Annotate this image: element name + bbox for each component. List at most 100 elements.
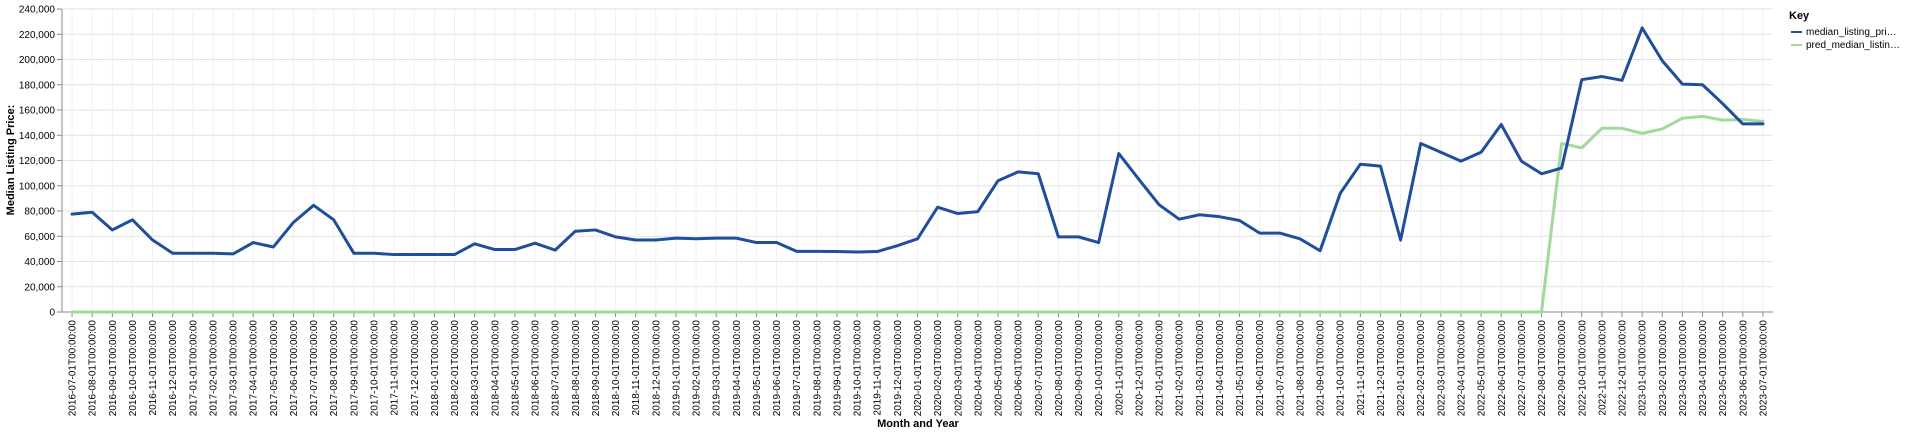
y-axis-title: Median Listing Price: — [5, 105, 17, 216]
x-tick-label: 2017-03-01T00:00:00 — [229, 320, 240, 417]
x-tick-label: 2019-06-01T00:00:00 — [772, 320, 783, 417]
x-tick-label: 2023-05-01T00:00:00 — [1718, 320, 1729, 417]
x-tick-label: 2017-12-01T00:00:00 — [410, 320, 421, 417]
x-tick-label: 2017-05-01T00:00:00 — [269, 320, 280, 417]
x-tick-label: 2018-08-01T00:00:00 — [571, 320, 582, 417]
x-tick-label: 2016-11-01T00:00:00 — [148, 320, 159, 416]
x-tick-label: 2016-07-01T00:00:00 — [68, 320, 79, 417]
x-tick-label: 2020-02-01T00:00:00 — [933, 320, 944, 417]
x-tick-label: 2017-04-01T00:00:00 — [249, 320, 260, 417]
x-tick-label: 2023-01-01T00:00:00 — [1638, 320, 1649, 417]
x-tick-label: 2020-04-01T00:00:00 — [973, 320, 984, 417]
x-tick-label: 2022-01-01T00:00:00 — [1396, 320, 1407, 417]
x-tick-label: 2019-10-01T00:00:00 — [853, 320, 864, 417]
x-tick-label: 2018-07-01T00:00:00 — [551, 320, 562, 417]
x-tick-label: 2023-06-01T00:00:00 — [1738, 320, 1749, 417]
y-tick-label: 60,000 — [24, 232, 55, 243]
x-tick-label: 2022-11-01T00:00:00 — [1597, 320, 1608, 416]
y-tick-label: 20,000 — [24, 282, 55, 293]
x-tick-label: 2018-12-01T00:00:00 — [651, 320, 662, 417]
y-tick-label: 40,000 — [24, 257, 55, 268]
x-tick-label: 2017-11-01T00:00:00 — [390, 320, 401, 416]
x-tick-label: 2020-01-01T00:00:00 — [913, 320, 924, 417]
y-tick-label: 140,000 — [19, 131, 56, 142]
y-tick-label: 80,000 — [24, 207, 55, 218]
x-tick-label: 2023-03-01T00:00:00 — [1678, 320, 1689, 417]
x-tick-label: 2017-09-01T00:00:00 — [349, 320, 360, 417]
x-tick-label: 2021-01-01T00:00:00 — [1155, 320, 1166, 417]
legend-label: median_listing_pri… — [1806, 27, 1897, 38]
x-tick-label: 2020-10-01T00:00:00 — [1094, 320, 1105, 417]
x-tick-label: 2022-10-01T00:00:00 — [1577, 320, 1588, 417]
x-tick-label: 2022-06-01T00:00:00 — [1497, 320, 1508, 417]
x-tick-label: 2020-03-01T00:00:00 — [953, 320, 964, 417]
x-tick-label: 2021-02-01T00:00:00 — [1175, 320, 1186, 417]
x-tick-label: 2019-05-01T00:00:00 — [752, 320, 763, 417]
x-tick-label: 2022-04-01T00:00:00 — [1456, 320, 1467, 417]
x-tick-label: 2018-09-01T00:00:00 — [591, 320, 602, 417]
x-tick-label: 2021-11-01T00:00:00 — [1356, 320, 1367, 416]
y-tick-label: 100,000 — [19, 181, 56, 192]
x-axis: 2016-07-01T00:00:00 2016-08-01T00:00:00 20… — [62, 311, 1773, 417]
x-tick-label: 2022-02-01T00:00:00 — [1416, 320, 1427, 417]
x-tick-label: 2016-12-01T00:00:00 — [168, 320, 179, 417]
x-tick-label: 2020-07-01T00:00:00 — [1034, 320, 1045, 417]
y-tick-label: 160,000 — [19, 106, 56, 117]
x-tick-label: 2019-08-01T00:00:00 — [812, 320, 823, 417]
x-tick-label: 2019-02-01T00:00:00 — [692, 320, 703, 417]
x-tick-label: 2017-06-01T00:00:00 — [289, 320, 300, 417]
x-tick-label: 2018-04-01T00:00:00 — [490, 320, 501, 417]
x-tick-label: 2020-09-01T00:00:00 — [1074, 320, 1085, 417]
x-tick-label: 2018-11-01T00:00:00 — [631, 320, 642, 416]
x-tick-label: 2018-05-01T00:00:00 — [510, 320, 521, 417]
x-tick-label: 2018-01-01T00:00:00 — [430, 320, 441, 417]
y-tick-label: 180,000 — [19, 80, 56, 91]
x-tick-label: 2017-01-01T00:00:00 — [188, 320, 199, 417]
x-tick-label: 2019-11-01T00:00:00 — [873, 320, 884, 416]
series-line-0 — [70, 26, 1765, 257]
x-tick-label: 2019-04-01T00:00:00 — [732, 320, 743, 417]
y-tick-label: 0 — [49, 308, 55, 319]
x-tick-label: 2021-12-01T00:00:00 — [1376, 320, 1387, 417]
x-tick-label: 2023-04-01T00:00:00 — [1698, 320, 1709, 417]
x-tick-label: 2017-07-01T00:00:00 — [309, 320, 320, 417]
x-tick-label: 2019-12-01T00:00:00 — [893, 320, 904, 417]
y-tick-label: 220,000 — [19, 30, 56, 41]
x-tick-label: 2019-09-01T00:00:00 — [832, 320, 843, 417]
x-tick-label: 2016-10-01T00:00:00 — [128, 320, 139, 417]
x-tick-label: 2021-09-01T00:00:00 — [1316, 320, 1327, 417]
y-tick-label: 200,000 — [19, 55, 56, 66]
x-tick-label: 2019-07-01T00:00:00 — [792, 320, 803, 417]
x-tick-label: 2020-11-01T00:00:00 — [1114, 320, 1125, 416]
x-tick-label: 2017-08-01T00:00:00 — [329, 320, 340, 417]
x-tick-label: 2020-06-01T00:00:00 — [1014, 320, 1025, 417]
x-tick-label: 2018-02-01T00:00:00 — [450, 320, 461, 417]
x-tick-label: 2023-07-01T00:00:00 — [1758, 320, 1769, 417]
gridlines — [62, 8, 1773, 313]
x-tick-label: 2016-08-01T00:00:00 — [88, 320, 99, 417]
x-tick-label: 2017-02-01T00:00:00 — [208, 320, 219, 417]
legend-label: pred_median_listin… — [1806, 40, 1900, 51]
x-tick-label: 2021-10-01T00:00:00 — [1336, 320, 1347, 417]
x-tick-label: 2022-05-01T00:00:00 — [1477, 320, 1488, 417]
x-tick-label: 2021-05-01T00:00:00 — [1235, 320, 1246, 417]
legend-title: Key — [1789, 10, 1810, 22]
x-tick-label: 2022-07-01T00:00:00 — [1517, 320, 1528, 417]
x-tick-label: 2019-03-01T00:00:00 — [712, 320, 723, 417]
legend: Key median_listing_pri… pred_median_listi… — [1789, 10, 1900, 51]
x-axis-title: Month and Year — [877, 418, 959, 430]
y-axis: 0 20,000 40,000 60,000 80,000 100,000 120,000 1… — [19, 5, 63, 319]
x-tick-label: 2021-03-01T00:00:00 — [1195, 320, 1206, 417]
x-tick-label: 2016-09-01T00:00:00 — [108, 320, 119, 417]
x-tick-label: 2021-04-01T00:00:00 — [1215, 320, 1226, 417]
x-tick-label: 2022-12-01T00:00:00 — [1618, 320, 1629, 417]
x-tick-label: 2023-02-01T00:00:00 — [1658, 320, 1669, 417]
x-tick-label: 2020-05-01T00:00:00 — [994, 320, 1005, 417]
x-tick-label: 2022-08-01T00:00:00 — [1537, 320, 1548, 417]
series-line-1 — [70, 114, 1765, 314]
series-lines — [70, 26, 1765, 314]
x-tick-label: 2018-10-01T00:00:00 — [611, 320, 622, 417]
x-tick-label: 2021-08-01T00:00:00 — [1295, 320, 1306, 417]
x-tick-label: 2017-10-01T00:00:00 — [370, 320, 381, 417]
y-tick-label: 120,000 — [19, 156, 56, 167]
